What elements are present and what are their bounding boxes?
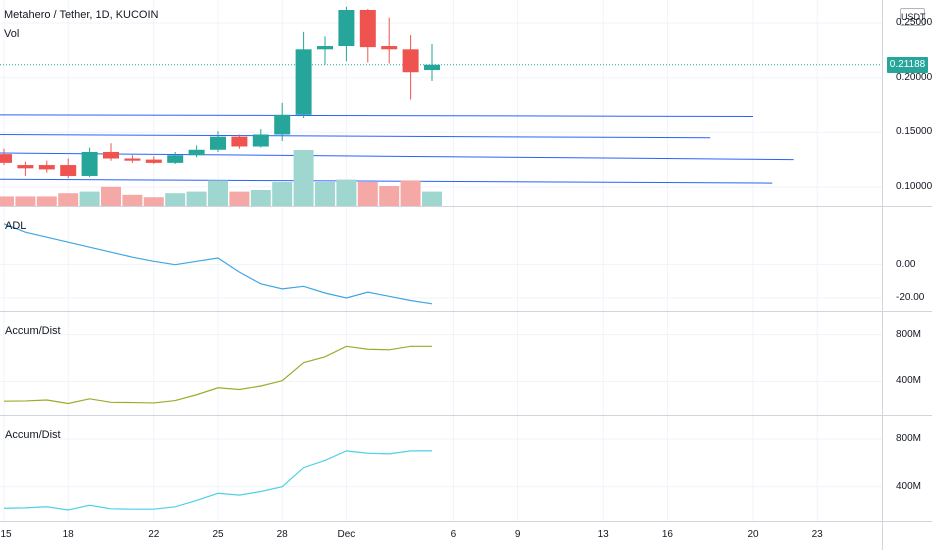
candle-body [145,159,162,163]
indicator-line [3,345,432,405]
candle-body [38,165,55,170]
candle-body [167,155,184,163]
x-tick-label: 13 [597,529,609,540]
x-tick-label: 25 [212,529,224,540]
volume-bar [0,196,14,206]
candle-body [402,49,419,73]
volume-bar [357,182,378,206]
trendline [0,133,711,139]
y-tick-label: 0.00 [896,258,916,270]
volume-label[interactable]: Vol [4,28,20,40]
candle-body [0,154,12,163]
volume-bar [208,180,228,206]
accum-dist-pane-title-1[interactable]: Accum/Dist [5,325,61,337]
volume-bar [79,191,100,206]
candle-body [295,49,312,115]
last-price-tag: 0.21188 [887,56,928,73]
volume-bar [165,193,186,206]
candle-body [60,165,77,176]
volume-bar [272,182,293,206]
x-tick-label: 16 [661,529,673,540]
volume-bar [143,197,164,206]
indicators-layer [3,223,433,511]
volume-bar [122,194,143,206]
volume-bar [315,182,335,206]
volume-bar [36,196,57,206]
candle-body [103,151,119,159]
y-tick-label: 400M [896,480,922,492]
y-tick-label: 400M [896,375,922,387]
volume-bar [400,180,421,206]
candle-body [274,114,291,135]
y-tick-label: 800M [896,432,922,444]
x-tick-label: 18 [62,529,74,540]
trendlines-layer[interactable] [0,114,794,184]
accum-dist-pane-title-2[interactable]: Accum/Dist [5,429,61,441]
y-tick-label: 0.25000 [896,17,932,29]
candle-body [124,158,141,161]
grid-layer [0,0,882,521]
adl-pane-title[interactable]: ADL [5,220,27,232]
y-tick-label: -20.00 [896,292,925,303]
volume-bar [186,191,207,206]
indicator-line [3,223,433,305]
volume-bar [229,191,250,206]
trendline [0,178,773,184]
candle-body [188,149,205,156]
x-tick-label: Dec [337,529,356,540]
trendline [0,152,794,161]
symbol-title[interactable]: Metahero / Tether, 1D, KUCOIN [4,9,159,21]
volume-layer [0,150,442,206]
candle-body [317,46,333,50]
x-tick-label: 9 [514,529,521,540]
volume-bar [379,186,400,206]
volume-bar [250,190,271,206]
currency-selector[interactable]: USDT [900,8,926,26]
candle-body [231,136,248,147]
candle-body [210,136,226,150]
x-tick-label: 6 [450,529,457,540]
volume-bar [15,196,36,206]
candle-body [17,165,34,169]
volume-bar [336,179,357,206]
candles-layer [0,6,440,179]
y-tick-label: 0.15000 [896,126,932,138]
volume-bar [101,186,121,206]
y-tick-label: 0.20000 [896,71,932,83]
candle-body [81,151,98,176]
volume-bar [422,191,442,206]
x-tick-label: 15 [0,529,12,540]
volume-bar [293,150,314,206]
trendline [0,114,754,117]
x-tick-label: 22 [148,529,160,540]
y-tick-label: 800M [896,328,922,340]
candle-body [424,64,440,71]
x-tick-label: 23 [811,529,823,540]
volume-bar [58,193,79,206]
candle-body [252,134,269,147]
x-tick-label: 28 [276,529,288,540]
candle-body [338,10,355,47]
candle-body [359,10,376,48]
x-tick-label: 20 [747,529,759,540]
indicator-line [3,450,432,511]
candle-body [381,46,398,50]
y-tick-label: 0.10000 [896,180,932,192]
